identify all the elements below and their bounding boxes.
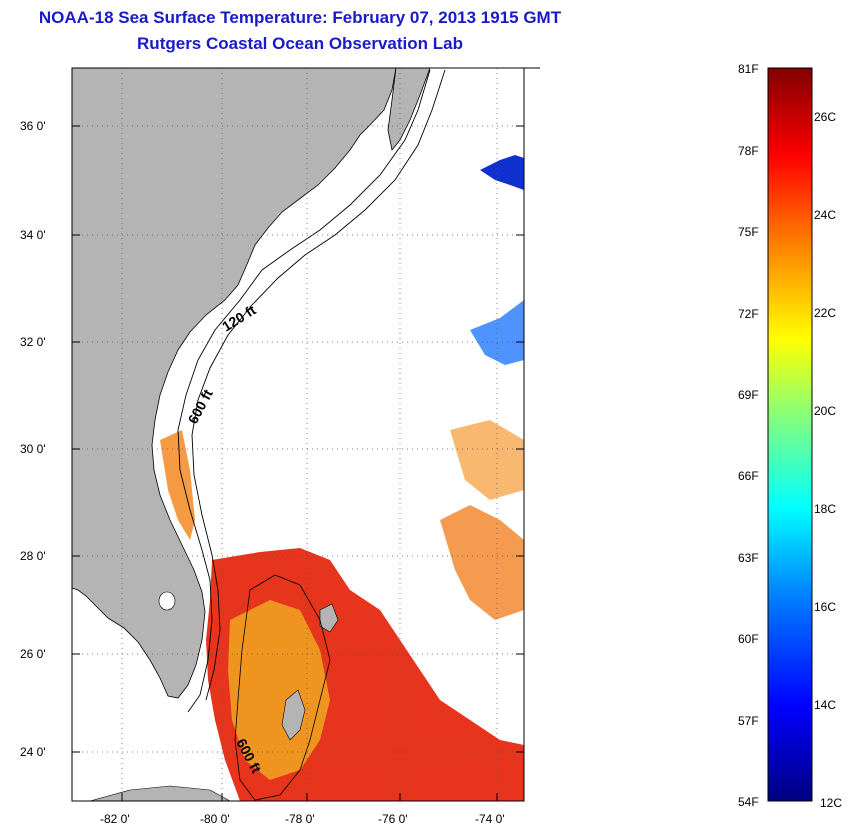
colorbar-f-label: 63F [738,551,759,565]
lat-label: 30 0' [20,442,46,456]
lat-label: 28 0' [20,549,46,563]
map-subtitle: Rutgers Coastal Ocean Observation Lab [137,34,463,53]
lat-label: 34 0' [20,228,46,242]
colorbar-f-label: 54F [738,795,759,809]
colorbar-c-label: 22C [814,306,837,320]
sst-far-east [450,420,524,500]
sst-coastal-strip [160,430,195,540]
colorbar-c-label: 14C [814,698,837,712]
colorbar-f-label: 66F [738,469,759,483]
colorbar-c-label: 16C [814,600,837,614]
colorbar-f-label: 78F [738,144,759,158]
lon-label: -74 0' [475,812,505,826]
sst-cold-patch-1 [480,155,524,190]
bahamas-island-2 [319,603,339,633]
ticks [72,67,540,801]
sst-bahamas-shelf [228,600,330,780]
colorbar-f-label: 75F [738,225,759,239]
lon-label: -80 0' [200,812,230,826]
isobath-600ft [191,69,446,701]
isobath-120ft [177,69,431,713]
colorbar-f-label: 57F [738,714,759,728]
lat-label: 26 0' [20,647,46,661]
colorbar-c-label: 18C [814,502,837,516]
colorbar-f-label: 60F [738,632,759,646]
colorbar-f-label: 69F [738,388,759,402]
lat-label: 36 0' [20,119,46,133]
colorbar [767,67,813,802]
cuba-hint [89,785,231,801]
sst-east-patches [440,505,524,620]
us-landmass [72,68,397,699]
colorbar-c-label: 12C [820,796,843,810]
sst-cold-patch-2 [470,300,524,365]
map-title: NOAA-18 Sea Surface Temperature: Februar… [38,8,562,27]
map-frame [71,67,525,802]
lon-label: -78 0' [285,812,315,826]
grid [72,68,524,801]
bahamas-island [281,689,306,741]
colorbar-c-label: 26C [814,110,837,124]
colorbar-c-label: 20C [814,404,837,418]
isobath-bahamas [234,574,331,801]
lon-label: -76 0' [378,812,408,826]
colorbar-f-label: 72F [738,307,759,321]
lat-label: 32 0' [20,335,46,349]
lake-okeechobee [158,591,176,611]
outer-banks [387,68,431,151]
colorbar-f-label: 81F [738,62,759,76]
lat-label: 24 0' [20,745,46,759]
lon-label: -82 0' [100,812,130,826]
colorbar-c-label: 24C [814,208,837,222]
